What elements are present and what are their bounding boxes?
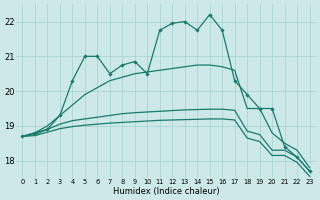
X-axis label: Humidex (Indice chaleur): Humidex (Indice chaleur): [113, 187, 219, 196]
